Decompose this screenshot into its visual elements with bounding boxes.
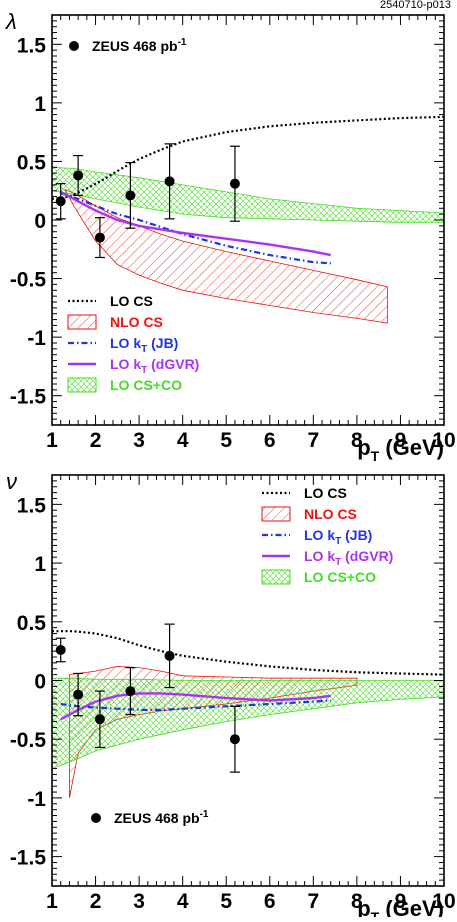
legend-label: NLO CS — [110, 314, 163, 330]
legend-label: LO kT (JB) — [110, 335, 178, 355]
data-point — [73, 170, 84, 181]
x-tick-label: 4 — [177, 890, 189, 913]
legend-swatch — [261, 506, 291, 522]
y-tick-label: -1 — [27, 788, 46, 811]
x-tick-label: 5 — [220, 429, 232, 452]
panel-nu: 1 2 3 4 5 6 7 8 9 10 -1.5 -1 -0.5 0 0.5 1 1.5ν pT (GeV) LO… — [6, 469, 456, 922]
data-point — [164, 176, 175, 187]
curve-lo-cs — [51, 115, 445, 200]
legend-label: LO CS — [304, 485, 347, 501]
y-tick-label: -1.5 — [10, 386, 47, 409]
curve-lo-kt-dgvr — [60, 692, 331, 721]
legend-swatch — [67, 377, 97, 393]
data-point — [125, 190, 136, 201]
data-legend-label: ZEUS 468 pb-1 — [92, 37, 187, 54]
figure-id: 2540710-p013 — [380, 0, 451, 11]
legend-label: NLO CS — [304, 506, 357, 522]
x-tick-label: 5 — [220, 890, 232, 913]
curve-lo-kt-dgvr — [60, 190, 332, 257]
x-tick-label: 1 — [46, 890, 58, 913]
y-tick-label: 0 — [34, 210, 46, 233]
y-tick-label: 1 — [34, 93, 46, 116]
x-tick-label: 3 — [133, 890, 145, 913]
x-tick-label: 10 — [432, 429, 455, 452]
data-point — [94, 714, 105, 725]
legend-label: LO CS+CO — [304, 569, 376, 585]
data-point — [73, 689, 84, 700]
x-tick-label: 2 — [90, 429, 102, 452]
band-lo-cs-co — [51, 677, 445, 770]
legend-swatch — [261, 569, 291, 585]
x-tick-label: 7 — [307, 429, 319, 452]
y-tick-label: -0.5 — [10, 729, 47, 752]
legend: LO CS NLO CS LO kT (JB)LO kT (dGVR)LO CS+C… — [261, 485, 393, 585]
x-tick-label: 7 — [307, 890, 319, 913]
legend-swatch — [67, 314, 97, 330]
x-tick-label: 1 — [46, 429, 58, 452]
data-legend-marker — [69, 41, 79, 51]
y-tick-label: 1 — [34, 553, 46, 576]
y-tick-label: -1.5 — [10, 847, 47, 870]
data-point — [229, 178, 240, 189]
x-tick-label: 6 — [264, 890, 276, 913]
data-point — [229, 734, 240, 745]
x-axis-label: pT (GeV) — [357, 435, 444, 464]
y-tick-label: -1 — [27, 327, 46, 350]
x-tick-label: 9 — [395, 429, 407, 452]
data-point — [55, 644, 66, 655]
legend-label: LO CS — [110, 293, 153, 309]
curve-lo-kt-jb — [60, 192, 331, 265]
data-legend-label: ZEUS 468 pb-1 — [114, 809, 209, 826]
y-tick-label: 1.5 — [17, 34, 47, 57]
y-tick-label: -0.5 — [10, 269, 47, 292]
data-point — [164, 650, 175, 661]
panel-lambda: 1 2 3 4 5 6 7 8 9 10 -1.5 -1 -0.5 0 0.5 1 1.5λ pT (GeV) LO… — [5, 9, 456, 464]
y-axis-label: ν — [6, 469, 17, 494]
data-legend-marker — [91, 813, 101, 823]
legend-label: LO kT (JB) — [304, 527, 372, 547]
x-tick-label: 2 — [90, 890, 102, 913]
data-point — [94, 232, 105, 243]
x-tick-label: 6 — [264, 429, 276, 452]
y-tick-label: 0.5 — [17, 151, 47, 174]
x-tick-label: 9 — [395, 890, 407, 913]
y-tick-label: 1.5 — [17, 494, 47, 517]
y-tick-label: 0.5 — [17, 612, 47, 635]
data-point — [125, 686, 136, 697]
x-tick-label: 4 — [177, 429, 189, 452]
x-tick-label: 10 — [432, 890, 455, 913]
y-axis-label: λ — [5, 9, 17, 34]
legend-label: LO CS+CO — [110, 377, 182, 393]
legend-label: LO kT (dGVR) — [110, 356, 199, 376]
y-tick-label: 0 — [34, 671, 46, 694]
x-tick-label: 8 — [351, 890, 363, 913]
x-tick-label: 3 — [133, 429, 145, 452]
data-point — [55, 196, 66, 207]
x-axis-label: pT (GeV) — [357, 896, 444, 917]
legend-label: LO kT (dGVR) — [304, 548, 393, 568]
x-tick-label: 8 — [351, 429, 363, 452]
curve-lo-kt-jb — [60, 699, 331, 712]
legend: LO CS NLO CS LO kT (JB)LO kT (dGVR)LO CS+C… — [67, 293, 199, 393]
